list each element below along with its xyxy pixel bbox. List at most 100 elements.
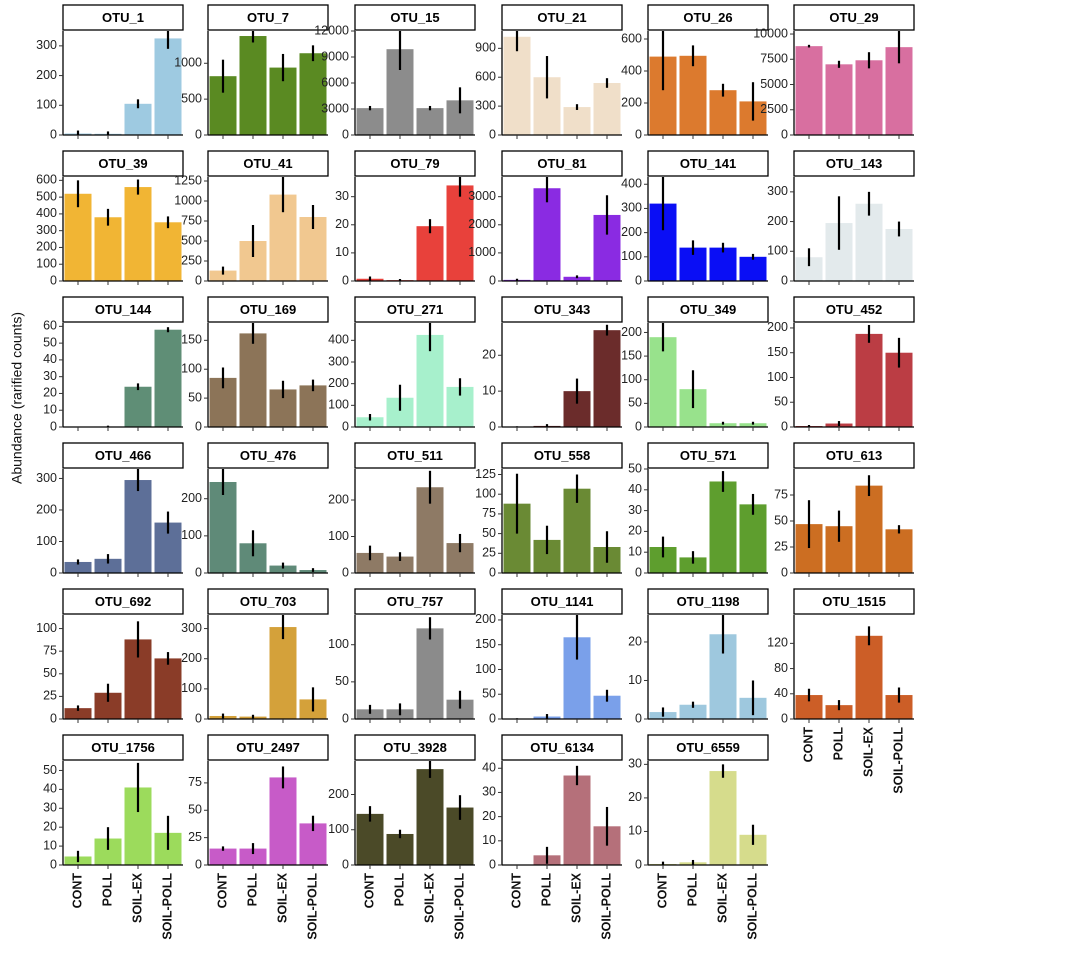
bar-soil-poll — [593, 330, 621, 427]
y-tick-label: 300 — [475, 98, 496, 112]
panel-strip — [62, 734, 184, 761]
panel-title: OTU_703 — [240, 594, 296, 609]
bar-cont — [649, 337, 677, 427]
y-tick-label: 100 — [621, 372, 642, 386]
panel-otu-452: OTU_452 0 50 100 150 200 — [767, 296, 915, 433]
bar-cont — [64, 708, 92, 719]
y-tick-label: 80 — [774, 661, 788, 675]
panel-otu-6134: OTU_6134 0 10 20 30 40 CONT POLL SOIL-EX SOIL-POL… — [482, 734, 623, 940]
panel-otu-6559: OTU_6559 0 10 20 30 CONT POLL SOIL-EX SOIL-POLL — [628, 734, 769, 940]
y-tick-label: 0 — [489, 273, 496, 287]
panel-otu-15: OTU_15 0 3000 6000 9000 12000 — [314, 4, 476, 141]
bar-soil-poll — [885, 229, 913, 281]
y-tick-label: 100 — [621, 249, 642, 263]
y-tick-label: 75 — [188, 775, 202, 789]
y-tick-label: 50 — [43, 335, 57, 349]
panel-title: OTU_169 — [240, 302, 296, 317]
panel-otu-2497: OTU_2497 0 25 50 75 CONT POLL SOIL-EX SOIL-POLL — [188, 734, 329, 940]
y-axis-label: Abundance (rarified counts) — [9, 312, 25, 484]
y-tick-label: 500 — [181, 233, 202, 247]
y-tick-label: 10 — [628, 824, 642, 838]
bar-cont — [356, 709, 384, 719]
panel-title: OTU_39 — [98, 156, 147, 171]
bar-soil-poll — [739, 423, 767, 427]
bar-cont — [795, 46, 823, 135]
bar-soil-ex — [124, 103, 152, 135]
y-tick-label: 300 — [621, 201, 642, 215]
x-tick-label-cont: CONT — [215, 873, 229, 909]
y-tick-label: 50 — [43, 666, 57, 680]
x-tick-label-poll: POLL — [392, 873, 406, 907]
bar-soil-ex — [416, 226, 444, 281]
y-tick-label: 150 — [181, 333, 202, 347]
y-tick-label: 200 — [328, 492, 349, 506]
bar-poll — [386, 556, 414, 573]
y-tick-label: 0 — [195, 419, 202, 433]
y-tick-label: 50 — [628, 396, 642, 410]
y-tick-label: 1250 — [174, 173, 202, 187]
y-tick-label: 2000 — [468, 217, 496, 231]
bar-soil-poll — [885, 529, 913, 573]
bar-soil-poll — [593, 695, 621, 719]
y-tick-label: 10 — [43, 403, 57, 417]
y-tick-label: 10 — [482, 383, 496, 397]
panel-title: OTU_1198 — [677, 594, 740, 609]
panel-title: OTU_41 — [243, 156, 292, 171]
bar-soil-ex — [124, 386, 152, 427]
y-tick-label: 10 — [43, 838, 57, 852]
y-tick-label: 20 — [482, 348, 496, 362]
panel-strip — [354, 442, 476, 469]
y-tick-label: 40 — [43, 352, 57, 366]
bar-cont — [209, 270, 237, 281]
y-tick-label: 100 — [181, 362, 202, 376]
y-tick-label: 0 — [489, 419, 496, 433]
bar-soil-ex — [124, 480, 152, 573]
panel-title: OTU_81 — [537, 156, 586, 171]
y-tick-label: 0 — [50, 127, 57, 141]
bar-cont — [356, 417, 384, 427]
y-tick-label: 100 — [36, 257, 57, 271]
bar-cont — [356, 108, 384, 135]
panel-strip — [793, 442, 915, 469]
y-tick-label: 250 — [181, 253, 202, 267]
panel-strip — [647, 4, 769, 31]
x-tick-label-poll: POLL — [100, 873, 114, 907]
panel-otu-1515: OTU_1515 0 40 80 120 CONT POLL SOIL-EX SOIL-POLL — [767, 588, 915, 794]
y-tick-label: 125 — [475, 467, 496, 481]
bar-poll — [825, 64, 853, 135]
y-tick-label: 40 — [482, 761, 496, 775]
y-tick-label: 100 — [767, 244, 788, 258]
y-tick-label: 30 — [335, 189, 349, 203]
bar-poll — [239, 36, 267, 135]
y-tick-label: 0 — [195, 273, 202, 287]
y-tick-label: 75 — [43, 643, 57, 657]
y-tick-label: 0 — [342, 857, 349, 871]
y-tick-label: 30 — [43, 369, 57, 383]
bar-poll — [679, 704, 707, 719]
y-tick-label: 0 — [195, 127, 202, 141]
bar-soil-ex — [709, 247, 737, 281]
bar-soil-poll — [446, 185, 474, 281]
y-tick-label: 10 — [482, 833, 496, 847]
y-tick-label: 200 — [328, 787, 349, 801]
panel-title: OTU_343 — [534, 302, 590, 317]
y-tick-label: 0 — [635, 857, 642, 871]
panel-title: OTU_692 — [95, 594, 151, 609]
y-tick-label: 0 — [50, 273, 57, 287]
panel-otu-81: OTU_81 0 1000 2000 3000 — [468, 150, 623, 287]
panel-title: OTU_1141 — [531, 594, 594, 609]
y-tick-label: 100 — [181, 681, 202, 695]
y-tick-label: 200 — [36, 68, 57, 82]
panel-title: OTU_143 — [826, 156, 882, 171]
y-tick-label: 0 — [489, 857, 496, 871]
y-tick-label: 30 — [43, 801, 57, 815]
panel-otu-571: OTU_571 0 10 20 30 40 50 — [628, 442, 769, 579]
y-tick-label: 10 — [335, 245, 349, 259]
x-tick-label-soil-ex: SOIL-EX — [715, 872, 729, 923]
panel-otu-703: OTU_703 0 100 200 300 — [181, 588, 329, 725]
bar-soil-poll — [154, 222, 182, 281]
panel-title: OTU_141 — [680, 156, 736, 171]
bar-cont — [209, 482, 237, 573]
bar-soil-ex — [269, 777, 297, 865]
panel-strip — [501, 4, 623, 31]
